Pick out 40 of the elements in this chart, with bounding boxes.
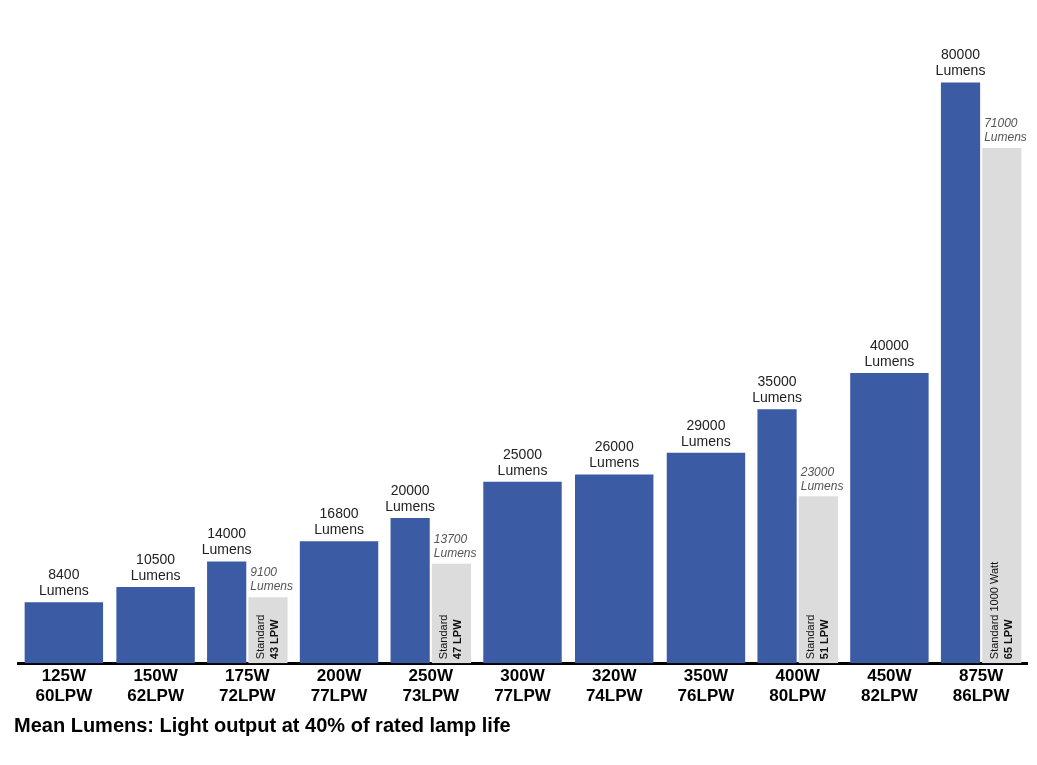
text: Mean Lumens: Light output at 40% of rated lamp life	[14, 714, 512, 737]
bar	[24, 602, 104, 664]
data-label: 10500 Lumens	[130, 550, 181, 583]
bar	[850, 372, 929, 664]
bar	[575, 474, 654, 664]
data-label: 23000 Lumens	[799, 464, 844, 493]
data-label: 35000 Lumens	[752, 373, 802, 406]
bar	[299, 541, 379, 664]
annotation: Standard 47 LPW	[437, 614, 464, 660]
x-tick-label: 320W 74LPW	[585, 666, 644, 706]
x-tick-label: 125W 60LPW	[35, 666, 94, 706]
data-label: 25000 Lumens	[497, 445, 548, 478]
bar	[982, 147, 1022, 664]
data-label: 13700 Lumens	[433, 532, 477, 561]
data-label: 40000 Lumens	[864, 336, 915, 369]
x-tick-label: 175W 72LPW	[218, 666, 277, 706]
data-label: 20000 Lumens	[385, 481, 436, 514]
x-tick-label: 300W 77LPW	[494, 666, 552, 706]
data-label: 29000 Lumens	[681, 416, 731, 449]
bar	[116, 586, 195, 664]
bar	[666, 452, 746, 664]
bar	[483, 481, 562, 664]
x-tick-label: 875W 86LPW	[952, 666, 1011, 706]
data-label: 71000 Lumens	[984, 116, 1027, 145]
x-tick-label: 200W 77LPW	[310, 666, 369, 706]
x-tick-label: 400W 80LPW	[769, 666, 827, 706]
data-label: 26000 Lumens	[589, 438, 640, 471]
data-label: 14000 Lumens	[201, 525, 252, 558]
data-label: 16800 Lumens	[314, 505, 364, 538]
x-tick-label: 150W 62LPW	[127, 666, 185, 706]
x-tick-label: 350W 76LPW	[677, 666, 736, 706]
bar	[798, 496, 838, 664]
annotation: Standard 43 LPW	[253, 614, 280, 660]
x-tick-label: 450W 82LPW	[861, 666, 919, 706]
annotation: Standard 51 LPW	[804, 614, 831, 660]
data-label: 80000 Lumens	[935, 46, 986, 79]
data-label: 8400 Lumens	[38, 566, 89, 599]
x-tick-label: 250W 73LPW	[402, 666, 461, 706]
annotation: Standard 1000 Watt 65 LPW	[987, 561, 1014, 660]
data-label: 9100 Lumens	[250, 565, 294, 594]
